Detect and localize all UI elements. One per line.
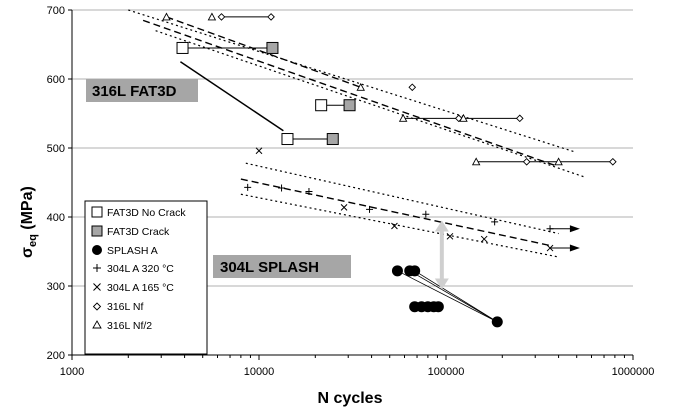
point-316l-nf-2-5: [459, 113, 468, 122]
point-fat3d-crack-3: [343, 99, 356, 112]
svg-text:316L Nf/2: 316L Nf/2: [107, 320, 152, 332]
point-316l-nf-7: [608, 157, 617, 166]
trend-line-7: [245, 162, 559, 235]
annotation-304l-splash-text: 304L SPLASH: [220, 259, 319, 276]
legend-item-fat3d-no-crack: FAT3D No Crack: [91, 206, 186, 219]
trend-lines: [128, 9, 585, 323]
point-304l-a-320-c-7: [546, 225, 554, 233]
point-304l-a-165-c-2: [340, 203, 348, 211]
point-316l-nf-6: [522, 157, 531, 166]
trend-line-11: [414, 270, 498, 323]
legend: FAT3D No Crack FAT3D Crack SPLASH A 304L…: [84, 200, 208, 355]
point-304l-a-165-c-4: [446, 232, 454, 240]
legend-item-316l-nf: 316L Nf: [92, 301, 143, 313]
double-arrow-head-top: [434, 220, 449, 232]
run-out-arrow-head-2: [569, 244, 580, 252]
svg-text:FAT3D Crack: FAT3D Crack: [107, 226, 170, 238]
point-304l-a-320-c-2: [278, 184, 286, 192]
point-splash-a-8: [432, 301, 444, 313]
y-tick-label-400: 400: [47, 212, 65, 224]
y-tick-label-200: 200: [47, 350, 65, 362]
svg-text:σeq (MPa): σeq (MPa): [19, 186, 39, 258]
trend-line-9: [397, 270, 498, 323]
y-tick-label-600: 600: [47, 74, 65, 86]
annotation-304l-splash: 304L SPLASH: [213, 255, 351, 278]
x-tick-label-1000000: 1000000: [612, 366, 655, 378]
y-tick-label-500: 500: [47, 143, 65, 155]
point-304l-a-320-c-4: [366, 205, 374, 213]
point-316l-nf-2-7: [554, 157, 563, 166]
axes: [68, 9, 634, 360]
point-fat3d-crack-2: [326, 133, 339, 146]
y-axis-title-subscript: eq: [27, 234, 39, 247]
run-out-arrows: [434, 220, 580, 290]
point-316l-nf-1: [217, 13, 226, 21]
legend-item-fat3d-crack: FAT3D Crack: [91, 225, 170, 238]
trend-line-5: [166, 16, 361, 88]
run-out-arrow-head-1: [569, 225, 580, 233]
x-tick-label-100000: 100000: [428, 366, 465, 378]
svg-text:304L A 165 °C: 304L A 165 °C: [107, 282, 174, 294]
point-splash-a-1: [391, 265, 403, 277]
point-316l-nf-2: [267, 13, 275, 21]
annotation-316l-fat3d: 316L FAT3D: [86, 79, 198, 102]
trend-line-8: [240, 193, 559, 258]
point-304l-a-320-c-6: [491, 218, 499, 226]
svg-text:316L Nf: 316L Nf: [107, 301, 143, 313]
point-304l-a-165-c-6: [546, 244, 554, 252]
svg-text:304L A 320 °C: 304L A 320 °C: [107, 263, 174, 275]
trend-line-3: [155, 30, 585, 178]
point-316l-nf-2-3: [356, 82, 365, 91]
point-316l-nf-3: [408, 83, 417, 92]
point-304l-a-165-c-3: [391, 222, 398, 230]
point-fat3d-no-crack-2: [281, 133, 294, 146]
point-fat3d-crack-1: [266, 41, 279, 54]
svg-text:FAT3D No Crack: FAT3D No Crack: [107, 207, 186, 219]
point-splash-a-3: [409, 265, 421, 277]
tick-labels: 200 300 400 500 600 700 1000 10000 100000 1000000: [47, 5, 655, 378]
annotation-316l-fat3d-text: 316L FAT3D: [92, 83, 177, 100]
y-tick-label-700: 700: [47, 5, 65, 17]
point-304l-a-165-c-1: [255, 147, 263, 155]
point-316l-nf-2-1: [162, 12, 171, 21]
legend-item-304l-320: 304L A 320 °C: [93, 263, 174, 275]
point-316l-nf-2-4: [398, 113, 408, 122]
point-316l-nf-2-6: [471, 157, 481, 166]
trend-line-1: [142, 19, 555, 166]
x-axis-title: N cycles: [318, 390, 383, 407]
range-segments: [182, 16, 613, 163]
x-tick-label-10000: 10000: [244, 366, 275, 378]
legend-item-splash-a: SPLASH A: [92, 245, 158, 257]
point-splash-a-9: [491, 316, 503, 328]
y-axis-title-symbol: σ: [19, 247, 36, 258]
double-arrow-head-bottom: [434, 278, 449, 290]
legend-item-316l-nf2: 316L Nf/2: [92, 320, 152, 332]
trend-line-4: [180, 61, 284, 132]
point-304l-a-320-c-5: [422, 210, 430, 218]
point-fat3d-no-crack-3: [315, 99, 328, 112]
x-tick-label-1000: 1000: [60, 366, 84, 378]
svg-text:SPLASH A: SPLASH A: [107, 245, 158, 257]
point-304l-a-320-c-1: [244, 183, 252, 191]
legend-item-304l-165: 304L A 165 °C: [93, 282, 174, 294]
trend-line-6: [240, 178, 553, 247]
y-axis-title-unit: (MPa): [19, 186, 36, 230]
y-axis-title: σeq (MPa): [19, 186, 39, 258]
trend-line-10: [409, 270, 498, 323]
point-304l-a-165-c-5: [480, 235, 488, 243]
point-316l-nf-2-2: [207, 12, 217, 21]
data-points: [162, 12, 617, 328]
y-tick-label-300: 300: [47, 281, 65, 293]
point-316l-nf-5: [515, 114, 524, 123]
point-fat3d-no-crack-1: [176, 41, 189, 54]
point-316l-nf-4: [454, 114, 463, 123]
point-304l-a-320-c-3: [305, 187, 313, 195]
